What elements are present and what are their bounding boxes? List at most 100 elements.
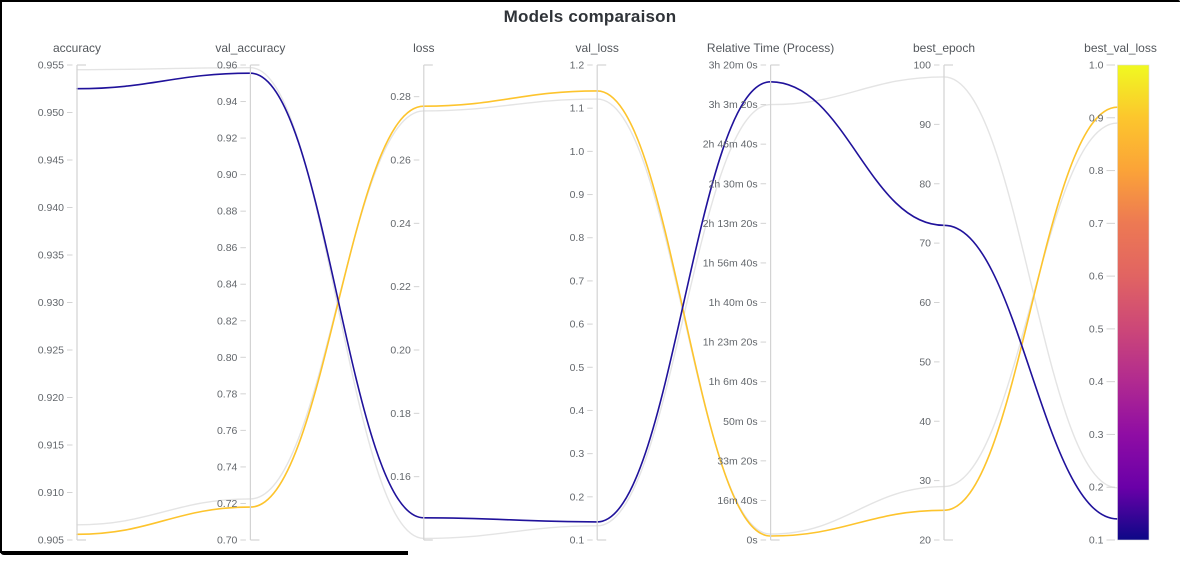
tick-label: 2h 13m 20s — [703, 218, 758, 230]
tick-label: 20 — [919, 535, 931, 547]
parcoords-line — [76, 66, 1119, 540]
tick-label: 90 — [919, 119, 931, 131]
tick-label: 0.3 — [570, 448, 585, 460]
tick-label: 0.80 — [217, 352, 238, 364]
axis-accuracy: 0.955 0.950 0.945 0.940 0.935 0.930 0.925 0.920… — [38, 41, 101, 547]
tick-label: 0.910 — [38, 487, 64, 499]
tick-label: 0.82 — [217, 315, 238, 327]
axis-val-loss: 1.2 1.1 1.0 0.9 0.8 0.7 0.6 0.5 0.4 0.3 0.2 0.1 val_… — [570, 41, 619, 547]
tick-label: 0.950 — [38, 107, 64, 119]
tick-label: 0.2 — [1089, 482, 1104, 494]
tick-label: 33m 20s — [717, 455, 757, 467]
tick-label: 0.16 — [390, 471, 411, 483]
axis-best-epoch: 100 90 80 70 60 50 40 30 20 best_epoch — [913, 41, 975, 547]
tick-label: 0.24 — [390, 218, 411, 230]
tick-label: 0.84 — [217, 279, 238, 291]
axis-val-accuracy: 0.96 0.94 0.92 0.90 0.88 0.86 0.84 0.82 0.80 0.78… — [215, 41, 285, 547]
tick-label: 0.72 — [217, 498, 238, 510]
tick-label: 0.88 — [217, 206, 238, 218]
colorbar-title: best_val_loss — [1084, 41, 1157, 55]
tick-label: 16m 40s — [717, 495, 757, 507]
tick-label: 0.78 — [217, 388, 238, 400]
tick-label: 0.925 — [38, 345, 64, 357]
tick-label: 0.955 — [38, 60, 64, 72]
tick-label: 0.94 — [217, 96, 238, 108]
tick-label: 0.6 — [570, 319, 585, 331]
tick-label: 0.945 — [38, 155, 64, 167]
tick-label: 0.6 — [1089, 271, 1104, 283]
tick-label: 100 — [913, 60, 931, 72]
tick-label: 0.1 — [1089, 535, 1104, 547]
tick-label: 80 — [919, 178, 931, 190]
tick-label: 50m 0s — [723, 416, 757, 428]
frame-edge-left — [0, 0, 2, 553]
tick-label: 0.18 — [390, 408, 411, 420]
axis-title[interactable]: Relative Time (Process) — [707, 41, 834, 55]
tick-label: 3h 20m 0s — [709, 60, 758, 72]
tick-label: 0.5 — [1089, 323, 1104, 335]
axis-loss: 0.28 0.26 0.24 0.22 0.20 0.18 0.16 loss — [390, 41, 434, 541]
colorbar-best-val-loss: 1.0 0.9 0.8 0.7 0.6 0.5 0.4 0.3 0.2 0.1 best_val_l… — [1084, 41, 1157, 547]
tick-label: 2h 30m 0s — [709, 178, 758, 190]
tick-label: 1.0 — [1089, 60, 1104, 72]
axis-title[interactable]: val_loss — [576, 41, 619, 55]
tick-label: 1.2 — [570, 60, 585, 72]
tick-label: 0.22 — [390, 281, 411, 293]
tick-label: 0.9 — [570, 189, 585, 201]
tick-label: 60 — [919, 297, 931, 309]
axis-title[interactable]: accuracy — [53, 41, 101, 55]
tick-label: 70 — [919, 238, 931, 250]
axis-relative-time-process: 3h 20m 0s 3h 3m 20s 2h 46m 40s 2h 30m 0s 2h … — [703, 41, 835, 547]
tick-label: 0.7 — [570, 275, 585, 287]
tick-label: 0.28 — [390, 91, 411, 103]
tick-label: 0.920 — [38, 392, 64, 404]
tick-label: 0.935 — [38, 250, 64, 262]
chart-title: Models comparaison — [503, 7, 677, 26]
frame-edge-bottom — [0, 551, 408, 555]
colorbar-gradient — [1117, 64, 1150, 541]
tick-label: 0.1 — [570, 535, 585, 547]
parcoords-line — [76, 98, 1119, 535]
tick-label: 0.2 — [570, 491, 585, 503]
axis-title[interactable]: best_epoch — [913, 41, 975, 55]
tick-label: 0.3 — [1089, 429, 1104, 441]
tick-label: 2h 46m 40s — [703, 139, 758, 151]
tick-label: 0.7 — [1089, 218, 1104, 230]
tick-label: 3h 3m 20s — [709, 99, 758, 111]
tick-label: 0.20 — [390, 345, 411, 357]
tick-label: 0.96 — [217, 60, 238, 72]
tick-label: 0.74 — [217, 461, 238, 473]
tick-label: 0.915 — [38, 440, 64, 452]
tick-label: 0.8 — [1089, 165, 1104, 177]
tick-label: 1h 56m 40s — [703, 257, 758, 269]
tick-label: 1h 40m 0s — [709, 297, 758, 309]
tick-label: 0.86 — [217, 242, 238, 254]
tick-label: 0.8 — [570, 232, 585, 244]
parcoords-line — [76, 72, 1119, 523]
parcoords-line — [76, 90, 1119, 537]
tick-label: 0.70 — [217, 535, 238, 547]
tick-label: 0.5 — [570, 362, 585, 374]
tick-label: 0.90 — [217, 169, 238, 181]
tick-label: 0.92 — [217, 133, 238, 145]
tick-label: 0.9 — [1089, 112, 1104, 124]
tick-label: 0.905 — [38, 535, 64, 547]
tick-label: 0.930 — [38, 297, 64, 309]
tick-label: 1h 6m 40s — [709, 376, 758, 388]
tick-label: 1.1 — [570, 103, 585, 115]
tick-label: 1h 23m 20s — [703, 337, 758, 349]
tick-label: 0.26 — [390, 155, 411, 167]
tick-label: 30 — [919, 475, 931, 487]
frame-edge-top — [0, 0, 1180, 2]
tick-label: 0.940 — [38, 202, 64, 214]
axis-title[interactable]: loss — [413, 41, 434, 55]
tick-label: 50 — [919, 356, 931, 368]
tick-label: 0.4 — [570, 405, 585, 417]
tick-label: 0s — [747, 535, 758, 547]
tick-label: 1.0 — [570, 146, 585, 158]
tick-label: 40 — [919, 416, 931, 428]
axis-title[interactable]: val_accuracy — [215, 41, 285, 55]
tick-label: 0.4 — [1089, 376, 1104, 388]
parcoords-lines — [76, 66, 1119, 540]
